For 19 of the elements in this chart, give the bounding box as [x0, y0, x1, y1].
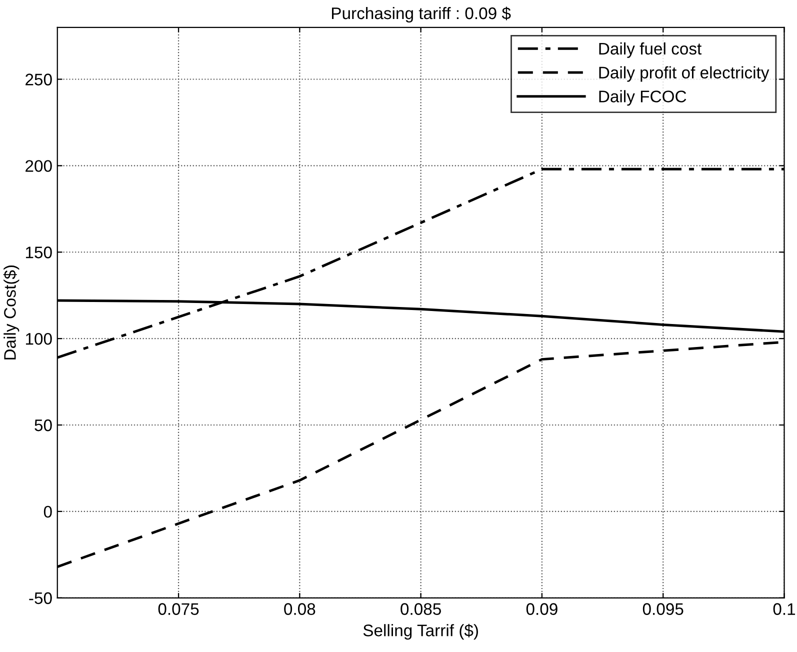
legend-label: Daily FCOC: [599, 90, 686, 106]
x-tick-label: 0.09: [526, 603, 558, 615]
y-tick-label: -50: [29, 592, 52, 604]
legend-label: Daily fuel cost: [599, 42, 702, 58]
y-tick-label: 250: [26, 74, 52, 86]
x-tick-label: 0.08: [284, 603, 316, 615]
y-tick-label: 150: [26, 246, 52, 258]
legend-label: Daily profit of electricity: [599, 66, 770, 82]
y-tick-label: 200: [26, 160, 52, 172]
y-tick-label: 50: [34, 419, 52, 432]
x-tick-label: 0.1: [773, 603, 796, 615]
y-tick-label: 0: [44, 506, 52, 518]
x-axis-title: Selling Tarrif ($): [363, 624, 478, 640]
chart-title: Purchasing tariff : 0.09 $: [332, 6, 511, 23]
x-tick-label: 0.095: [642, 603, 684, 615]
y-tick-label: 100: [26, 332, 52, 345]
y-axis-title: Daily Cost($): [3, 266, 20, 360]
x-tick-label: 0.075: [158, 603, 199, 615]
x-tick-label: 0.085: [400, 603, 441, 615]
